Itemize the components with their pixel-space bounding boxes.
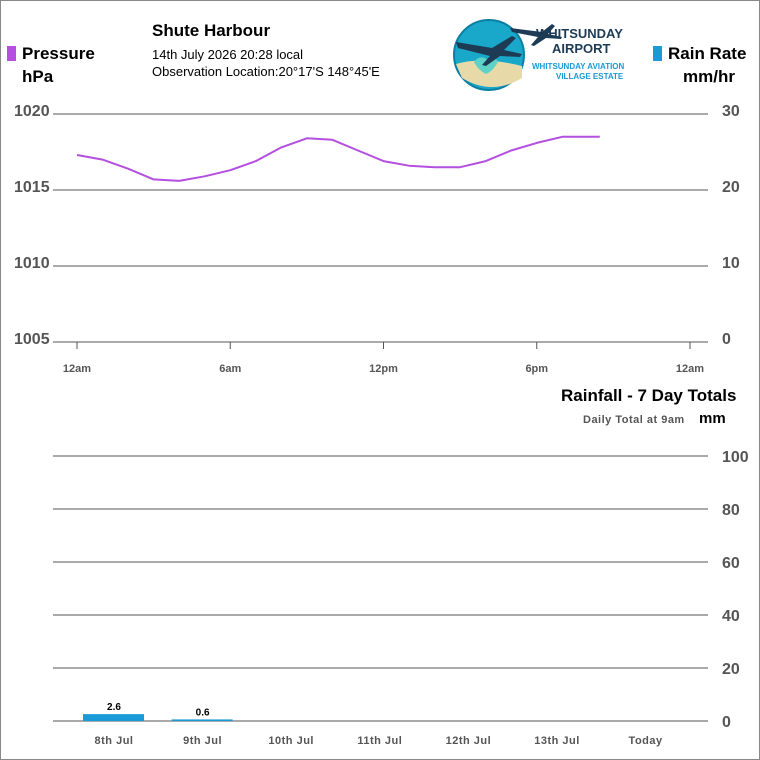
rainfall-category-label: 12th Jul: [446, 735, 492, 747]
observation-datetime: 14th July 2026 20:28 local: [152, 47, 304, 62]
rain-rate-y-tick: 10: [722, 255, 740, 272]
rainfall-category-label: 13th Jul: [534, 735, 580, 747]
rainfall-data-label: 2.6: [107, 702, 121, 713]
rainfall-bar: [171, 719, 233, 721]
logo-line-4: VILLAGE ESTATE: [556, 72, 624, 81]
rainfall-data-label: 0.6: [196, 707, 210, 718]
pressure-unit-label: hPa: [22, 67, 54, 86]
pressure-y-tick: 1020: [14, 103, 50, 120]
rainfall-subtitle: Daily Total at 9am: [583, 414, 685, 426]
pressure-series-line: [76, 135, 600, 182]
logo-line-2: AIRPORT: [552, 41, 611, 56]
rain-rate-legend-swatch: [653, 46, 662, 61]
rainfall-y-tick: 20: [722, 661, 740, 678]
rainfall-bar: [83, 714, 144, 721]
pressure-y-tick: 1015: [14, 179, 50, 196]
rainfall-title: Rainfall - 7 Day Totals: [561, 386, 737, 405]
rainfall-category-label: Today: [629, 735, 663, 747]
whitsunday-airport-logo: WHITSUNDAY AIRPORT WHITSUNDAY AVIATION V…: [452, 18, 624, 92]
time-tick-label: 6am: [219, 363, 241, 375]
rain-rate-y-tick: 0: [722, 331, 731, 348]
time-tick-label: 12am: [63, 363, 91, 375]
rainfall-unit: mm: [699, 410, 726, 427]
aircraft-logo-icon: [453, 19, 562, 91]
rainfall-y-tick: 100: [722, 449, 749, 466]
pressure-y-tick: 1010: [14, 255, 50, 272]
rainfall-y-tick: 0: [722, 714, 731, 731]
location-title: Shute Harbour: [152, 21, 271, 40]
observation-location: Observation Location:20°17'S 148°45'E: [152, 64, 380, 79]
rainfall-y-tick: 60: [722, 555, 740, 572]
rainfall-category-label: 8th Jul: [95, 735, 134, 747]
pressure-y-tick: 1005: [14, 331, 50, 348]
pressure-legend-label: Pressure: [22, 44, 95, 63]
time-tick-label: 6pm: [525, 363, 548, 375]
pressure-legend-swatch: [7, 46, 16, 61]
rainfall-y-tick: 80: [722, 502, 740, 519]
rain-rate-unit-label: mm/hr: [683, 67, 735, 86]
rain-rate-y-tick: 30: [722, 103, 740, 120]
time-tick-label: 12am: [676, 363, 704, 375]
rain-rate-y-tick: 20: [722, 179, 740, 196]
rainfall-y-tick: 40: [722, 608, 740, 625]
time-tick-label: 12pm: [369, 363, 398, 375]
rainfall-category-label: 11th Jul: [357, 735, 402, 747]
logo-line-3: WHITSUNDAY AVIATION: [532, 62, 625, 71]
rain-rate-legend-label: Rain Rate: [668, 44, 747, 63]
rainfall-category-label: 9th Jul: [183, 735, 222, 747]
rainfall-category-label: 10th Jul: [268, 735, 314, 747]
logo-line-1: WHITSUNDAY: [536, 26, 623, 41]
